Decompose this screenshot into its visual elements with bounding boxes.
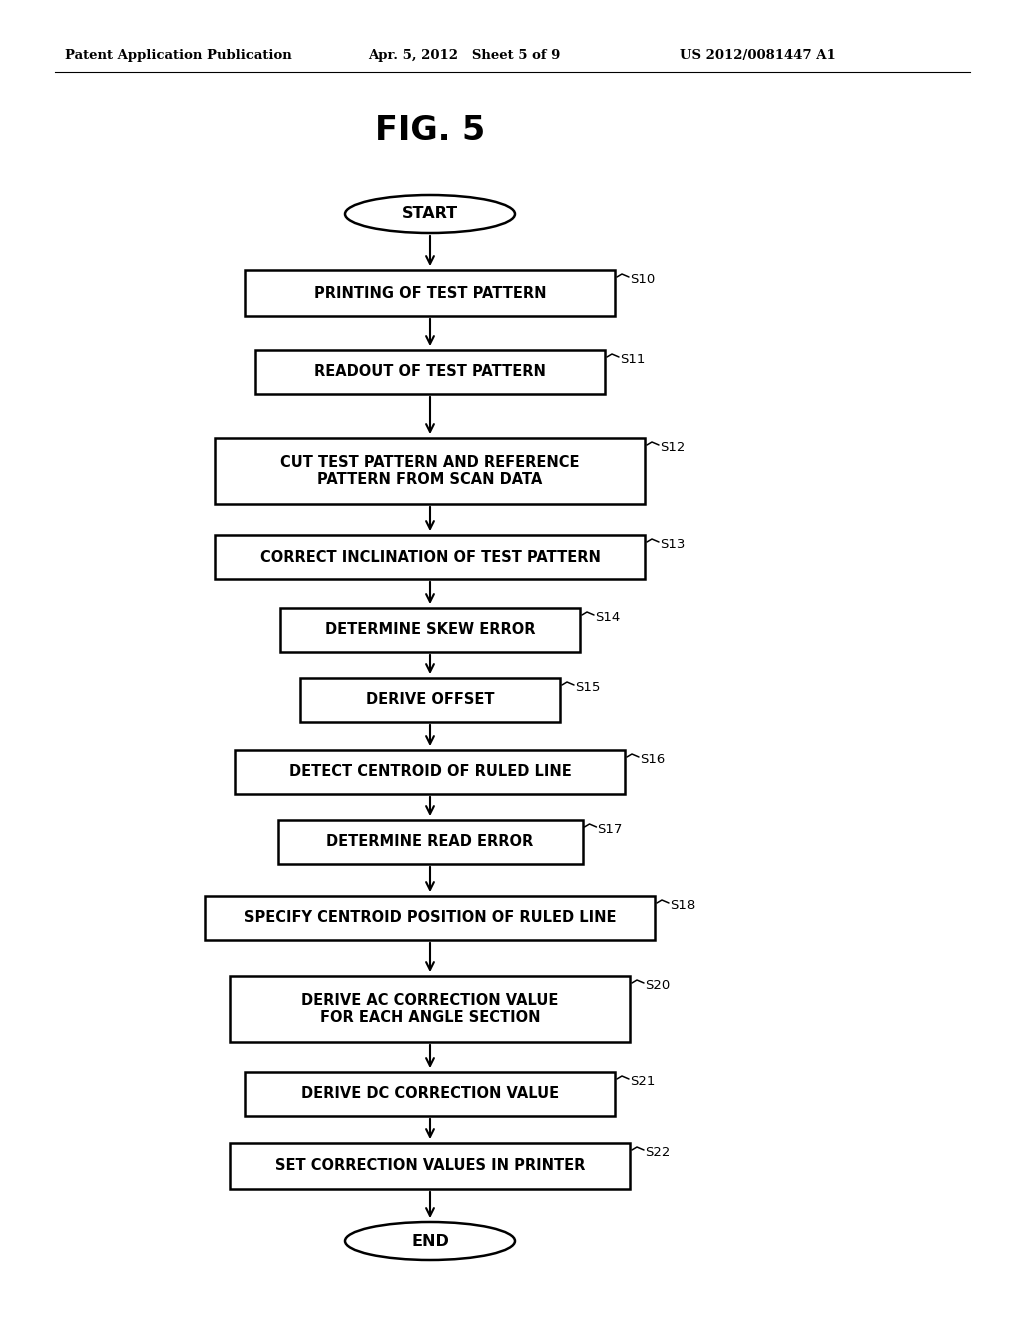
Text: DERIVE DC CORRECTION VALUE: DERIVE DC CORRECTION VALUE	[301, 1086, 559, 1101]
Text: Apr. 5, 2012   Sheet 5 of 9: Apr. 5, 2012 Sheet 5 of 9	[368, 49, 560, 62]
Text: S12: S12	[660, 441, 685, 454]
Text: S22: S22	[645, 1146, 671, 1159]
Ellipse shape	[345, 195, 515, 234]
Text: S13: S13	[660, 539, 685, 550]
Bar	[215, 535, 645, 579]
Text: DETERMINE READ ERROR: DETERMINE READ ERROR	[327, 834, 534, 850]
Bar	[230, 975, 630, 1041]
Bar	[215, 438, 645, 504]
Text: SET CORRECTION VALUES IN PRINTER: SET CORRECTION VALUES IN PRINTER	[274, 1159, 585, 1173]
Bar	[280, 609, 580, 652]
Bar	[245, 1072, 615, 1115]
Text: S14: S14	[595, 611, 621, 624]
Ellipse shape	[345, 1222, 515, 1261]
Text: FIG. 5: FIG. 5	[375, 114, 485, 147]
Text: S20: S20	[645, 979, 671, 993]
Text: S21: S21	[630, 1074, 655, 1088]
Bar	[300, 678, 560, 722]
Text: DERIVE AC CORRECTION VALUE
FOR EACH ANGLE SECTION: DERIVE AC CORRECTION VALUE FOR EACH ANGL…	[301, 993, 559, 1026]
Text: START: START	[402, 206, 458, 222]
Text: PRINTING OF TEST PATTERN: PRINTING OF TEST PATTERN	[313, 285, 546, 301]
Bar	[234, 750, 625, 795]
Text: S10: S10	[630, 273, 655, 286]
Text: SPECIFY CENTROID POSITION OF RULED LINE: SPECIFY CENTROID POSITION OF RULED LINE	[244, 911, 616, 925]
Text: DERIVE OFFSET: DERIVE OFFSET	[366, 693, 495, 708]
Text: Patent Application Publication: Patent Application Publication	[65, 49, 292, 62]
Bar	[245, 271, 615, 315]
Text: READOUT OF TEST PATTERN: READOUT OF TEST PATTERN	[314, 364, 546, 380]
Text: S15: S15	[575, 681, 600, 694]
Text: S17: S17	[597, 822, 623, 836]
Text: DETERMINE SKEW ERROR: DETERMINE SKEW ERROR	[325, 623, 536, 638]
Bar	[205, 896, 655, 940]
Bar	[278, 820, 583, 865]
Text: CORRECT INCLINATION OF TEST PATTERN: CORRECT INCLINATION OF TEST PATTERN	[259, 549, 600, 565]
Text: S16: S16	[640, 752, 666, 766]
Text: US 2012/0081447 A1: US 2012/0081447 A1	[680, 49, 836, 62]
Text: S11: S11	[620, 352, 645, 366]
Bar	[255, 350, 605, 393]
Text: CUT TEST PATTERN AND REFERENCE
PATTERN FROM SCAN DATA: CUT TEST PATTERN AND REFERENCE PATTERN F…	[281, 455, 580, 487]
Text: S18: S18	[670, 899, 695, 912]
Bar	[230, 1143, 630, 1189]
Text: END: END	[411, 1233, 449, 1249]
Text: DETECT CENTROID OF RULED LINE: DETECT CENTROID OF RULED LINE	[289, 764, 571, 780]
